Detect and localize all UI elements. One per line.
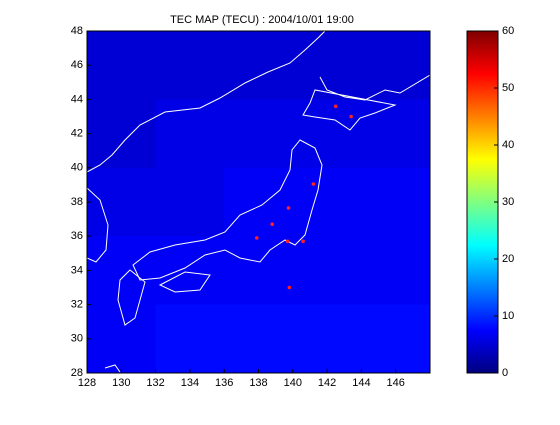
tec-cell xyxy=(292,99,363,169)
tec-cell xyxy=(87,99,157,169)
y-tick-label: 42 xyxy=(71,128,83,140)
tec-cell xyxy=(155,304,226,373)
tec-cell xyxy=(361,31,430,101)
tec-cell xyxy=(292,236,363,306)
x-tick-label: 146 xyxy=(387,377,405,389)
colorbar-tick-label: 40 xyxy=(502,139,514,151)
station xyxy=(333,104,338,109)
x-tick-label: 138 xyxy=(249,377,267,389)
x-tick-label: 140 xyxy=(284,377,302,389)
chart-title: TEC MAP (TECU) : 2004/10/01 19:00 xyxy=(170,14,354,26)
tec-cell xyxy=(361,304,430,373)
coastline xyxy=(117,269,146,326)
tec-cell xyxy=(87,31,157,101)
station xyxy=(286,206,291,210)
x-tick-label: 132 xyxy=(146,377,164,389)
x-tick-label: 144 xyxy=(352,377,370,389)
tec-cell xyxy=(292,31,363,101)
y-tick-label: 34 xyxy=(71,264,83,276)
x-tick-label: 142 xyxy=(318,377,336,389)
colorbar-tick-label: 60 xyxy=(502,25,514,37)
tec-cell xyxy=(155,99,226,169)
y-tick-label: 46 xyxy=(71,59,83,71)
x-tick-label: 136 xyxy=(215,377,233,389)
tec-cell xyxy=(87,167,157,238)
y-tick-label: 36 xyxy=(71,230,83,242)
x-tick-label: 130 xyxy=(112,377,130,389)
coastline xyxy=(302,74,430,131)
station xyxy=(349,114,353,119)
y-tick-label: 38 xyxy=(71,196,83,208)
station xyxy=(285,239,290,244)
coastline xyxy=(87,31,326,173)
coastline xyxy=(87,187,109,263)
tec-cell xyxy=(361,99,430,169)
colorbar-tick-label: 30 xyxy=(502,196,514,208)
station xyxy=(270,222,275,227)
y-tick-label: 44 xyxy=(71,93,83,105)
tec-cell xyxy=(155,167,226,238)
coastline xyxy=(104,364,121,373)
tec-cell xyxy=(292,167,363,238)
coastline xyxy=(132,139,323,281)
y-tick-label: 48 xyxy=(71,25,83,37)
colorbar-tick-label: 0 xyxy=(502,367,508,379)
colorbar-tick-label: 50 xyxy=(502,82,514,94)
station xyxy=(301,239,305,244)
station xyxy=(311,182,316,186)
colorbar-tick-label: 10 xyxy=(502,310,514,322)
tec-cell xyxy=(292,304,363,373)
tec-cell xyxy=(361,236,430,306)
tec-cell xyxy=(224,236,294,306)
station xyxy=(254,236,259,240)
tec-cell xyxy=(155,236,226,306)
y-tick-label: 28 xyxy=(71,367,83,379)
tec-cell xyxy=(224,99,294,169)
colorbar-tick-label: 20 xyxy=(502,253,514,265)
tec-cell xyxy=(155,31,226,101)
coastlines xyxy=(87,31,430,373)
tec-cell xyxy=(87,236,157,306)
tec-cell xyxy=(361,167,430,238)
tec-field xyxy=(87,31,430,373)
x-tick-label: 128 xyxy=(78,377,96,389)
tec-cell xyxy=(224,304,294,373)
tec-cell xyxy=(87,304,157,373)
y-tick-label: 32 xyxy=(71,299,83,311)
y-tick-label: 40 xyxy=(71,162,83,174)
colorbar xyxy=(466,30,499,374)
coastline xyxy=(158,271,211,293)
y-tick-label: 30 xyxy=(71,333,83,345)
x-tick-label: 134 xyxy=(181,377,199,389)
station xyxy=(287,285,292,290)
tec-cell xyxy=(224,167,294,238)
